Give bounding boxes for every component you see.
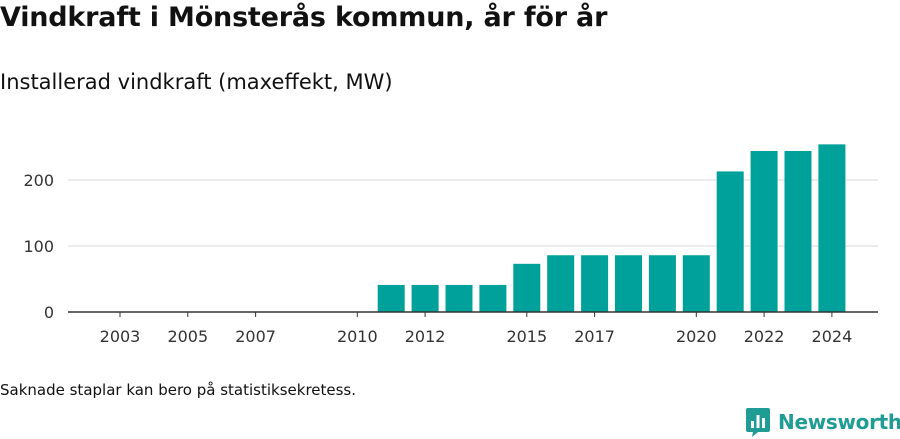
- bar-2016: [547, 255, 575, 312]
- newsworthy-chart-icon: [746, 408, 770, 437]
- x-tick-label-2017: 2017: [574, 327, 615, 346]
- footnote: Saknade staplar kan bero på statistiksek…: [0, 381, 357, 399]
- bar-2020: [682, 255, 710, 312]
- bar-2013: [445, 284, 473, 312]
- chart-title: Vindkraft i Mönsterås kommun, år för år: [0, 2, 608, 33]
- bar-2019: [648, 255, 676, 312]
- bar-2022: [750, 150, 778, 312]
- x-tick-label-2020: 2020: [676, 327, 717, 346]
- bar-2015: [513, 263, 541, 312]
- bar-2021: [716, 171, 744, 312]
- bar-2014: [479, 284, 507, 312]
- bar-2023: [784, 150, 812, 312]
- bar-chart: 0 100 200 2003 2005 2007 2010 2012 2015 2017 2020 2…: [23, 144, 878, 346]
- bar-2012: [411, 284, 439, 312]
- bar-2011: [377, 284, 405, 312]
- bar-2017: [581, 255, 609, 312]
- x-tick-label-2015: 2015: [506, 327, 547, 346]
- brand-logo: Newsworthy: [744, 406, 900, 438]
- x-tick-label-2012: 2012: [405, 327, 446, 346]
- x-tick-label-2010: 2010: [337, 327, 378, 346]
- bar-2018: [615, 255, 642, 312]
- bar-2024: [818, 144, 846, 312]
- brand-name: Newsworthy: [778, 410, 900, 434]
- x-tick-label-2007: 2007: [235, 327, 276, 346]
- x-tick-label-2024: 2024: [812, 327, 853, 346]
- y-tick-label-0: 0: [44, 303, 54, 322]
- y-tick-label-200: 200: [23, 171, 54, 190]
- y-tick-label-100: 100: [23, 237, 54, 256]
- x-tick-label-2022: 2022: [744, 327, 785, 346]
- chart-subtitle: Installerad vindkraft (maxeffekt, MW): [0, 70, 393, 94]
- x-tick-label-2003: 2003: [100, 327, 141, 346]
- x-tick-label-2005: 2005: [167, 327, 208, 346]
